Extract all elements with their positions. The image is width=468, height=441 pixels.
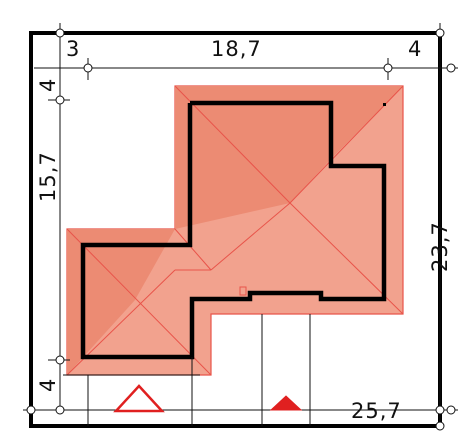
node	[26, 405, 36, 415]
dimension-nodes	[26, 28, 456, 431]
node	[55, 95, 65, 105]
node	[435, 421, 445, 431]
roof-ridge-lines	[66, 85, 404, 376]
dim-left-length: 15,7	[36, 151, 60, 202]
node	[83, 63, 93, 73]
roof-facet-left	[67, 229, 175, 375]
dim-left-top-setback: 4	[36, 78, 60, 92]
dim-top-right-setback: 4	[408, 37, 422, 61]
node	[435, 28, 445, 38]
building-walls	[80, 100, 387, 360]
node	[55, 28, 65, 38]
node	[446, 405, 456, 415]
roof-facet-upper	[175, 86, 403, 229]
pedestrian-entry-marker	[113, 384, 165, 413]
node	[55, 405, 65, 415]
chimney	[239, 286, 247, 296]
dim-bottom-length: 25,7	[351, 399, 402, 423]
vehicle-entry-marker	[269, 395, 303, 411]
node	[383, 63, 393, 73]
dim-right-length: 23,7	[428, 221, 452, 272]
dim-top-left-setback: 3	[66, 37, 80, 61]
node	[446, 63, 456, 73]
node	[55, 355, 65, 365]
wall-detail	[383, 103, 386, 106]
dim-top-length: 18,7	[211, 37, 262, 61]
node	[435, 405, 445, 415]
dim-left-bottom-setback: 4	[36, 378, 60, 392]
